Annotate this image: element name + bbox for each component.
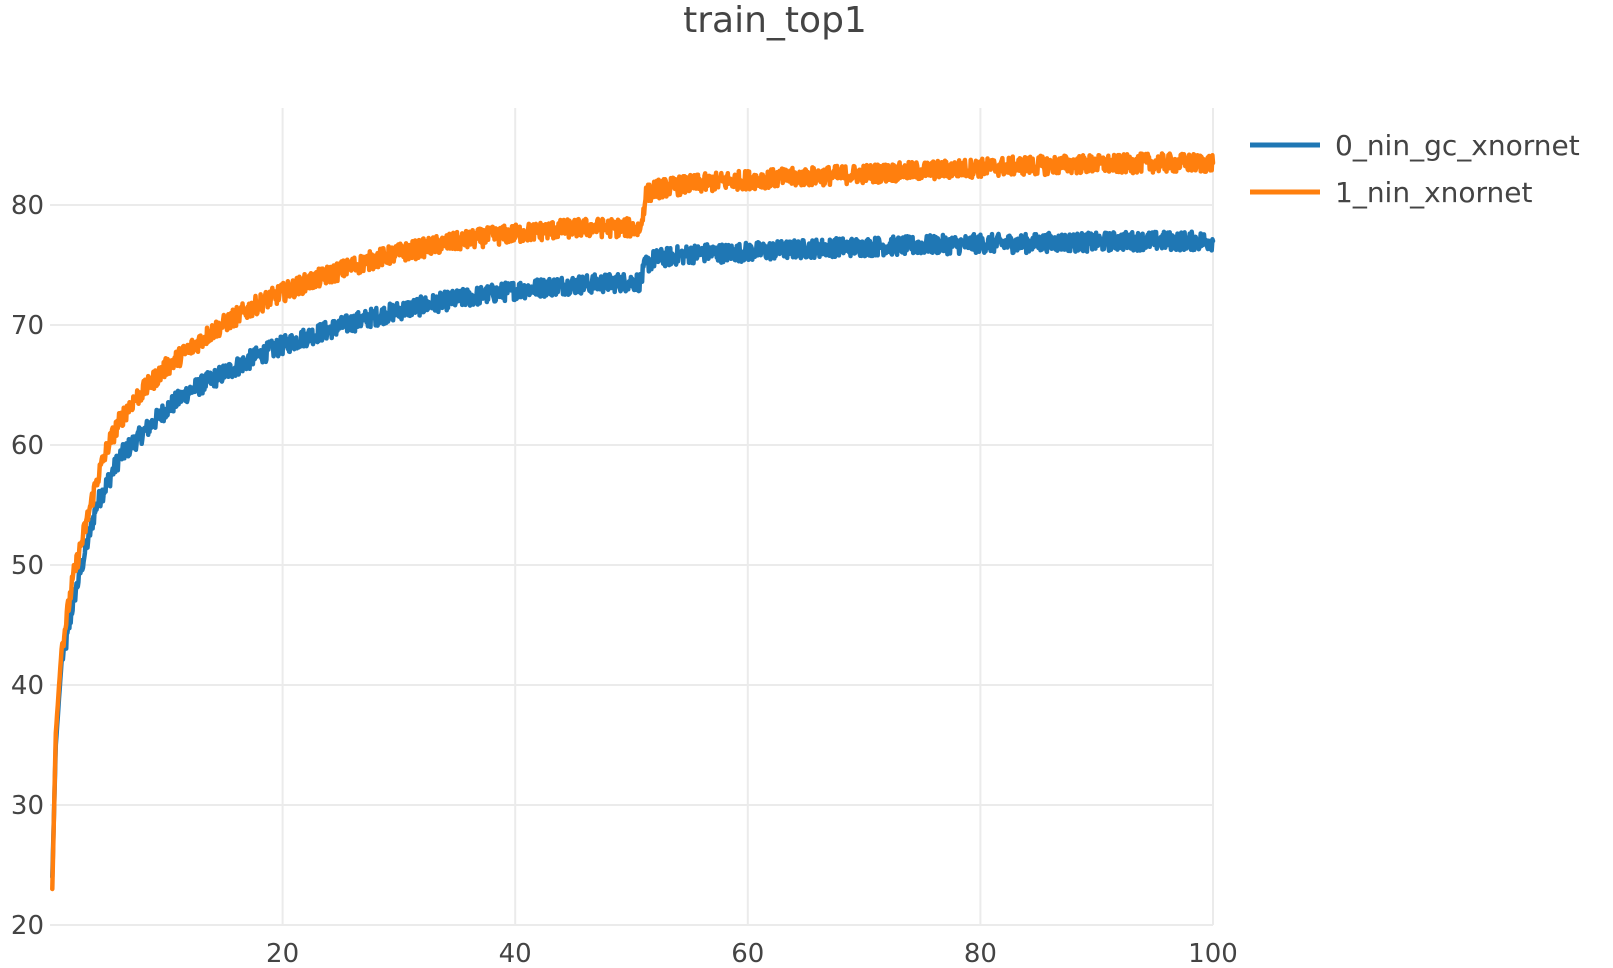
- x-tick-label: 60: [731, 939, 764, 968]
- x-tick-label: 100: [1188, 939, 1238, 968]
- legend-item-0[interactable]: 0_nin_gc_xnornet: [1250, 129, 1580, 162]
- legend-label: 0_nin_gc_xnornet: [1335, 129, 1580, 162]
- chart-title: train_top1: [683, 0, 867, 41]
- y-tick-label: 70: [11, 311, 44, 341]
- series-line-0: [50, 229, 1216, 880]
- legend-label: 1_nin_xnornet: [1335, 176, 1533, 209]
- x-tick-label: 20: [266, 939, 299, 968]
- y-tick-label: 30: [11, 791, 44, 821]
- legend[interactable]: 0_nin_gc_xnornet 1_nin_xnornet: [1250, 129, 1580, 209]
- y-tick-label: 60: [11, 431, 44, 461]
- x-tick-label: 80: [964, 939, 997, 968]
- y-tick-label: 20: [11, 911, 44, 941]
- series-line-1: [50, 151, 1216, 892]
- y-tick-label: 40: [11, 671, 44, 701]
- legend-item-1[interactable]: 1_nin_xnornet: [1250, 176, 1533, 209]
- series-layer: [50, 151, 1216, 892]
- y-tick-label: 80: [11, 191, 44, 221]
- y-tick-label: 50: [11, 551, 44, 581]
- tick-layer: 20 30 40 50 60 70 80 20 40 60 80 100: [11, 191, 1238, 968]
- x-tick-label: 40: [499, 939, 532, 968]
